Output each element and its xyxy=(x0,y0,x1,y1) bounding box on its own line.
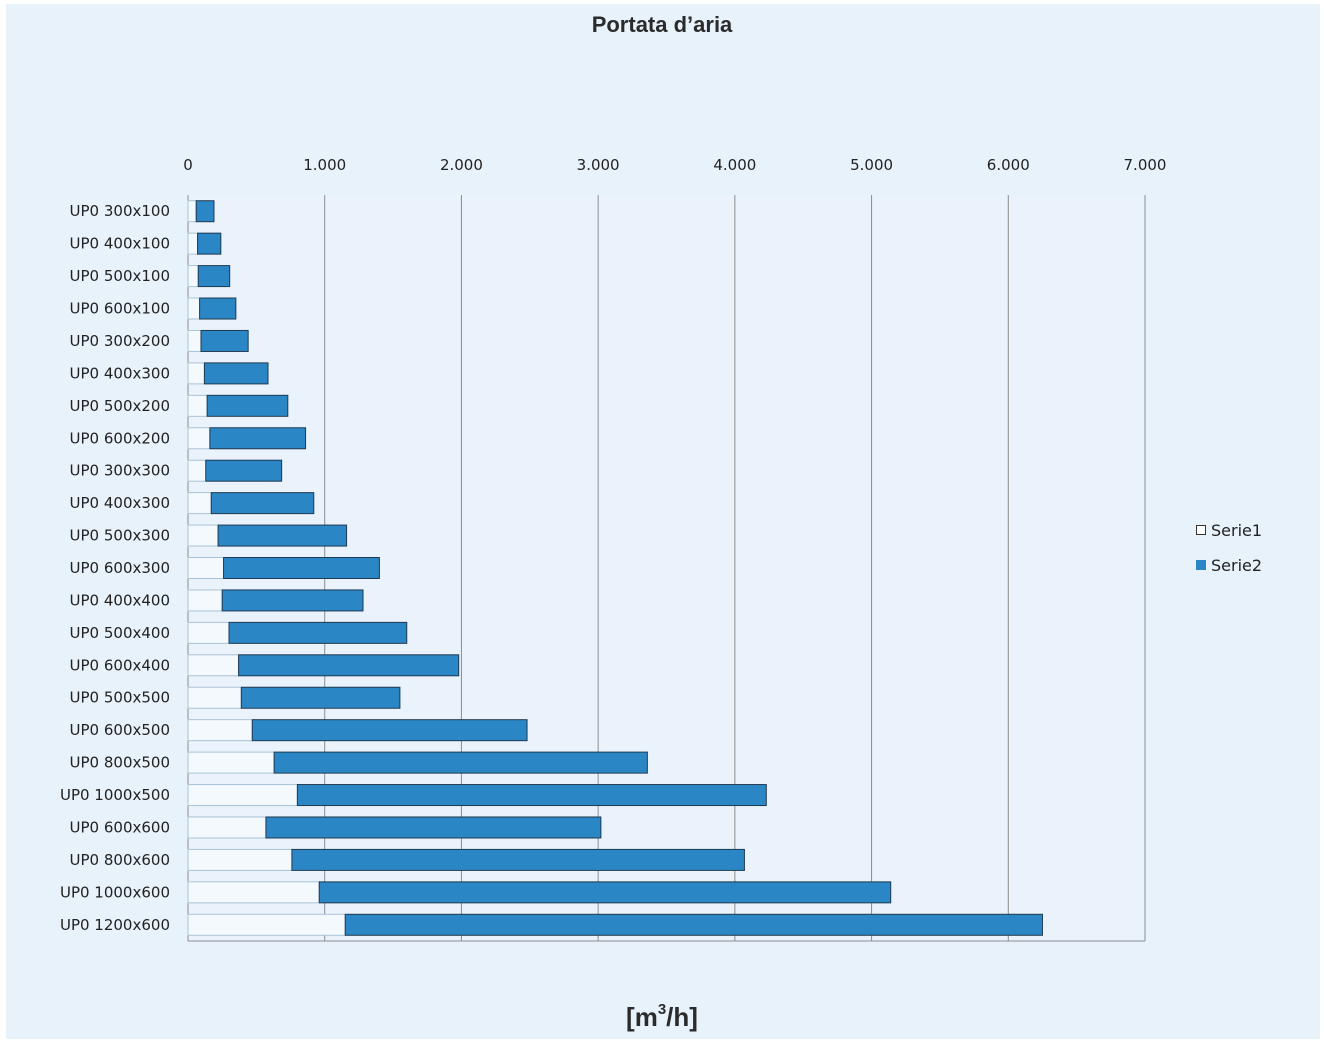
bar-serie1 xyxy=(187,329,202,352)
bar-serie1 xyxy=(187,654,240,677)
legend-swatch-serie1 xyxy=(1196,525,1206,535)
x-tick-label: 6.000 xyxy=(987,156,1030,174)
x-axis-unit-label: [m3/h] xyxy=(0,1001,1324,1033)
x-tick-label: 0 xyxy=(183,156,193,174)
x-axis-unit-base: [m xyxy=(626,1002,658,1032)
bar-serie2 xyxy=(291,848,745,871)
legend-item-serie2: Serie2 xyxy=(1196,554,1262,576)
bar-serie1 xyxy=(187,784,298,807)
bar-serie2 xyxy=(223,557,380,579)
bar-serie2 xyxy=(217,524,348,547)
category-label: UP0 600x400 xyxy=(70,656,170,674)
bar-serie2 xyxy=(210,492,315,515)
category-label: UP0 800x500 xyxy=(70,754,170,772)
bar-serie1 xyxy=(187,265,199,288)
bar-serie2 xyxy=(296,784,767,807)
bar-serie1 xyxy=(187,394,208,417)
x-tick-label: 4.000 xyxy=(713,156,756,174)
bar-serie2 xyxy=(221,589,364,612)
category-label: UP0 300x200 xyxy=(70,332,170,350)
category-label: UP0 300x100 xyxy=(70,202,170,220)
category-label: UP0 400x400 xyxy=(70,591,170,609)
x-tick-label: 5.000 xyxy=(850,156,893,174)
bar-serie1 xyxy=(187,524,219,547)
bar-serie1 xyxy=(187,621,230,644)
bar-serie1 xyxy=(187,751,275,774)
bar-serie2 xyxy=(344,913,1043,936)
x-tick-label: 1.000 xyxy=(303,156,346,174)
legend-label-serie2: Serie2 xyxy=(1211,555,1263,575)
category-label: UP0 500x200 xyxy=(70,397,170,415)
x-axis-unit-superscript: 3 xyxy=(657,1001,667,1019)
bar-serie2 xyxy=(203,362,269,385)
bar-serie1 xyxy=(187,232,199,255)
legend-label-serie1: Serie1 xyxy=(1211,520,1263,540)
bar-serie2 xyxy=(195,200,215,223)
bar-serie2 xyxy=(238,654,460,677)
bar-serie1 xyxy=(187,881,320,904)
x-tick-label: 7.000 xyxy=(1124,156,1167,174)
category-label: UP0 500x100 xyxy=(70,267,170,285)
x-tick-label: 3.000 xyxy=(577,156,620,174)
bar-serie1 xyxy=(187,459,207,482)
legend-item-serie1: Serie1 xyxy=(1196,519,1262,541)
category-label: UP0 1000x600 xyxy=(60,883,170,901)
bar-serie2 xyxy=(240,686,401,709)
bar-serie1 xyxy=(187,816,267,839)
bar-serie1 xyxy=(187,848,293,871)
x-tick-label: 2.000 xyxy=(440,156,483,174)
legend-swatch-serie2 xyxy=(1196,560,1206,570)
category-label: UP0 1000x500 xyxy=(60,786,170,804)
bar-serie1 xyxy=(187,913,346,936)
bar-serie1 xyxy=(187,362,205,385)
x-axis-unit-tail: /h] xyxy=(666,1002,698,1032)
bar-serie1 xyxy=(187,557,225,579)
bar-serie2 xyxy=(228,621,408,644)
bar-serie2 xyxy=(209,427,307,450)
bar-serie2 xyxy=(199,297,237,320)
category-label: UP0 800x600 xyxy=(70,851,170,869)
legend: Serie1 Serie2 xyxy=(1196,519,1262,589)
category-label: UP0 300x300 xyxy=(70,462,170,480)
category-label: UP0 400x300 xyxy=(70,494,170,512)
bar-serie2 xyxy=(273,751,648,774)
bar-serie1 xyxy=(187,589,223,612)
category-label: UP0 400x100 xyxy=(70,235,170,253)
bar-serie2 xyxy=(197,265,231,288)
bar-serie1 xyxy=(187,492,212,515)
bar-serie2 xyxy=(200,329,249,352)
bar-serie1 xyxy=(187,200,197,223)
bar-serie1 xyxy=(187,719,253,742)
bar-serie2 xyxy=(251,719,528,742)
category-label: UP0 1200x600 xyxy=(60,916,170,934)
bar-serie2 xyxy=(206,394,289,417)
bar-serie2 xyxy=(197,232,222,255)
category-label: UP0 600x100 xyxy=(70,300,170,318)
chart-title: Portata d’aria xyxy=(591,12,733,37)
bar-serie1 xyxy=(187,297,201,320)
category-label: UP0 400x300 xyxy=(70,364,170,382)
category-label: UP0 500x300 xyxy=(70,527,170,545)
category-label: UP0 600x500 xyxy=(70,721,170,739)
bar-serie1 xyxy=(187,686,242,709)
category-label: UP0 500x400 xyxy=(70,624,170,642)
category-label: UP0 500x500 xyxy=(70,689,170,707)
bar-serie2 xyxy=(265,816,602,839)
bar-serie1 xyxy=(187,427,211,450)
bar-serie2 xyxy=(318,881,892,904)
bar-serie2 xyxy=(205,459,283,482)
category-label: UP0 600x300 xyxy=(70,559,170,577)
category-label: UP0 600x600 xyxy=(70,818,170,836)
category-label: UP0 600x200 xyxy=(70,429,170,447)
